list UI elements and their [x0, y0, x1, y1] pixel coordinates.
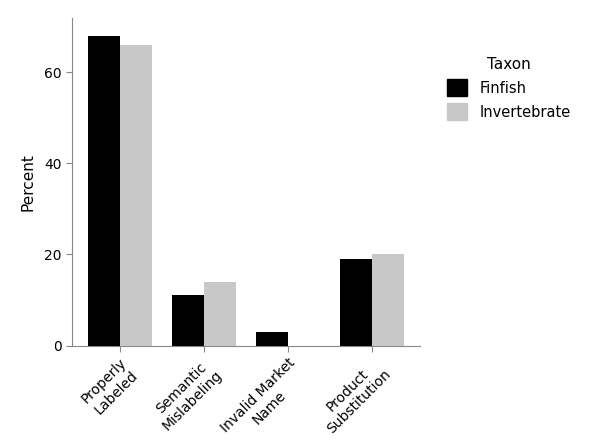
Bar: [372, 254, 404, 346]
Y-axis label: Percent: Percent: [20, 153, 35, 210]
Legend: Finfish, Invertebrate: Finfish, Invertebrate: [441, 51, 576, 126]
Bar: [340, 259, 372, 346]
Bar: [204, 282, 236, 346]
Bar: [256, 332, 288, 346]
Bar: [120, 45, 152, 346]
Bar: [88, 36, 120, 346]
Bar: [172, 295, 204, 346]
